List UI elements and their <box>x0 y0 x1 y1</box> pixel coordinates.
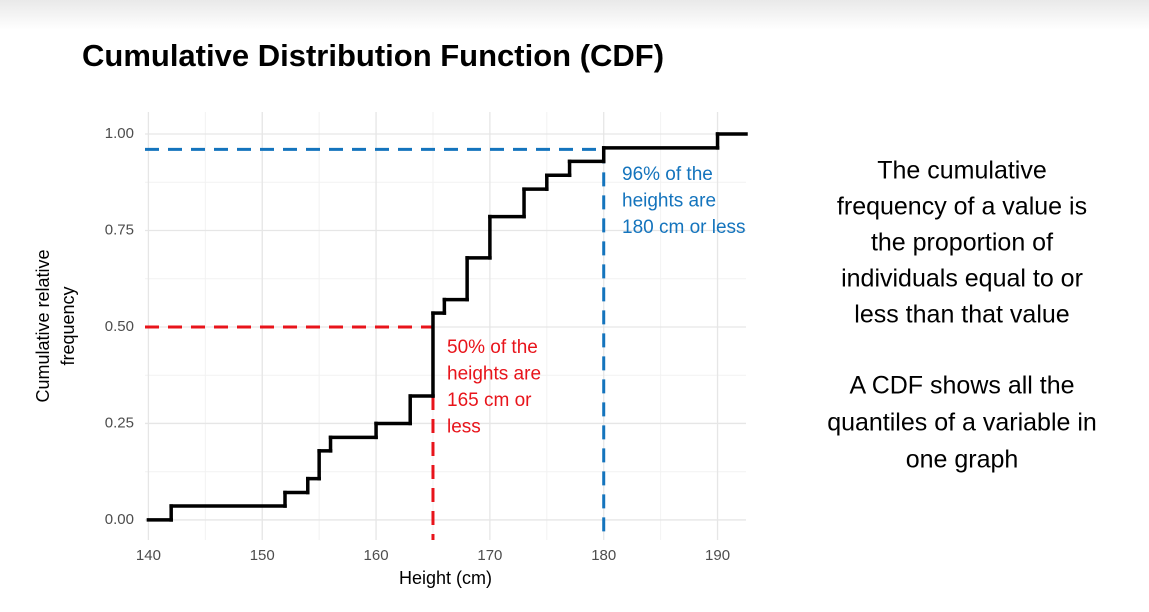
x-tick-label: 160 <box>364 547 389 564</box>
annotation: 165 cm or <box>447 390 532 411</box>
y-tick-label: 0.50 <box>105 318 134 335</box>
annotation: heights are <box>622 191 716 212</box>
y-tick-label: 0.75 <box>105 221 134 238</box>
x-tick-label: 180 <box>591 547 616 564</box>
y-axis-label: Cumulative relative <box>33 249 53 402</box>
side-text: A CDF shows all the <box>849 372 1074 400</box>
annotation: 50% of the <box>447 337 538 358</box>
side-text: individuals equal to or <box>841 265 1083 293</box>
chart-title: Cumulative Distribution Function (CDF) <box>82 38 664 73</box>
x-tick-label: 190 <box>705 547 730 564</box>
side-text: frequency of a value is <box>837 193 1087 221</box>
side-text: less than that value <box>854 301 1069 329</box>
annotation: heights are <box>447 364 541 385</box>
x-tick-label: 170 <box>477 547 502 564</box>
x-axis-label: Height (cm) <box>399 568 492 588</box>
y-tick-label: 1.00 <box>105 125 134 142</box>
y-tick-label: 0.25 <box>105 414 134 431</box>
side-text: one graph <box>906 446 1019 474</box>
side-text: the proportion of <box>871 229 1053 257</box>
y-axis-label: frequency <box>58 286 78 365</box>
annotation: 180 cm or less <box>622 217 746 238</box>
x-tick-label: 150 <box>250 547 275 564</box>
annotation: less <box>447 417 481 438</box>
x-tick-label: 140 <box>136 547 161 564</box>
side-text: The cumulative <box>877 157 1047 185</box>
annotation: 96% of the <box>622 164 713 185</box>
side-text: quantiles of a variable in <box>827 409 1097 437</box>
y-tick-label: 0.00 <box>105 511 134 528</box>
